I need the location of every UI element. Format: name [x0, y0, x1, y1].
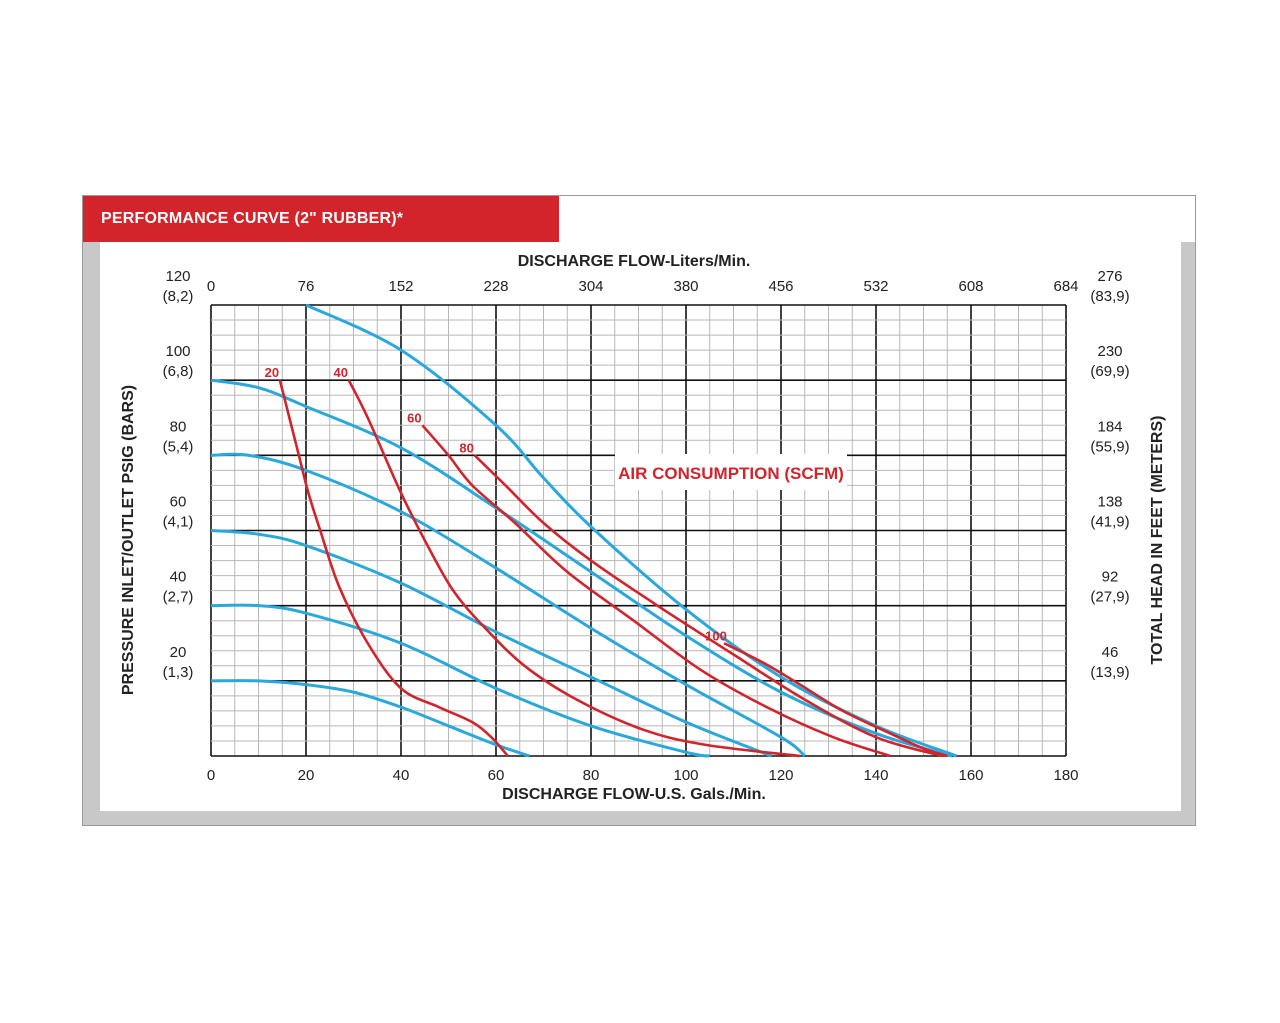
y2-tick-sublabel: (27,9)	[1090, 589, 1129, 606]
y2-tick-label: 138	[1097, 494, 1122, 511]
y2-tick-label: 46	[1102, 644, 1119, 661]
y-tick-sublabel: (8,2)	[163, 288, 194, 305]
tick-labels: 0 20 40 60 80 100 120 140 160 180 0 76 152 228 304 380 4…	[163, 268, 1130, 784]
y-tick-label: 120	[165, 268, 190, 285]
x2-tick-label: 684	[1053, 278, 1078, 295]
y-tick-sublabel: (4,1)	[163, 514, 194, 531]
y-tick-sublabel: (5,4)	[163, 438, 194, 455]
air-curve-40	[347, 379, 801, 758]
y2-tick-sublabel: (83,9)	[1090, 288, 1129, 305]
left-axis-title: PRESSURE INLET/OUTLET PSIG (BARS)	[120, 385, 137, 695]
air-curve-label: 20	[265, 365, 279, 380]
x2-tick-label: 456	[768, 278, 793, 295]
x-tick-label: 140	[863, 767, 888, 784]
air-curve-20	[278, 379, 509, 757]
x-tick-label: 180	[1053, 767, 1078, 784]
chart-title: PERFORMANCE CURVE (2" RUBBER)*	[83, 196, 559, 242]
air-curve-60	[421, 424, 891, 758]
x-tick-label: 40	[393, 767, 410, 784]
y2-tick-sublabel: (41,9)	[1090, 514, 1129, 531]
x-tick-label: 120	[768, 767, 793, 784]
x-tick-label: 60	[488, 767, 505, 784]
y2-tick-sublabel: (13,9)	[1090, 664, 1129, 681]
top-axis-title: DISCHARGE FLOW-Liters/Min.	[518, 253, 751, 270]
x2-tick-label: 304	[578, 278, 603, 295]
y2-tick-sublabel: (55,9)	[1090, 438, 1129, 455]
pressure-curve	[210, 679, 530, 758]
y-tick-label: 60	[170, 494, 187, 511]
y2-tick-label: 92	[1102, 569, 1119, 586]
air-curve-label: 100	[705, 628, 727, 643]
performance-chart: 20 40 60 80 100 0 20 40 60 80 100 120 140 160 180 0 76 1…	[120, 253, 1166, 803]
air-curve-80	[473, 454, 943, 758]
air-curve-label: 40	[334, 365, 348, 380]
x2-tick-label: 532	[863, 278, 888, 295]
y-tick-sublabel: (6,8)	[163, 363, 194, 380]
air-curve-100	[723, 642, 948, 758]
air-curve-label: 60	[407, 410, 421, 425]
x-tick-label: 80	[583, 767, 600, 784]
pressure-curve	[210, 378, 953, 758]
air-curve-label: 80	[459, 440, 473, 455]
x2-tick-label: 76	[298, 278, 315, 295]
bottom-axis-title: DISCHARGE FLOW-U.S. Gals./Min.	[502, 786, 766, 803]
chart-frame: PERFORMANCE CURVE (2" RUBBER)* 20 40 60 80 1…	[82, 195, 1196, 826]
y-tick-label: 40	[170, 569, 187, 586]
chart-panel: 20 40 60 80 100 0 20 40 60 80 100 120 140 160 180 0 76 1…	[100, 242, 1181, 811]
pressure-curve	[210, 452, 806, 758]
y-tick-sublabel: (1,3)	[163, 664, 194, 681]
air-consumption-curves: 20 40 60 80 100	[265, 365, 948, 758]
y2-tick-sublabel: (69,9)	[1090, 363, 1129, 380]
x2-tick-label: 608	[958, 278, 983, 295]
pressure-curve	[210, 603, 710, 758]
air-consumption-annotation: AIR CONSUMPTION (SCFM)	[618, 464, 844, 483]
y2-tick-label: 276	[1097, 268, 1122, 285]
x2-tick-label: 228	[483, 278, 508, 295]
x2-tick-label: 0	[207, 278, 215, 295]
x-tick-label: 160	[958, 767, 983, 784]
y2-tick-label: 184	[1097, 418, 1122, 435]
y-tick-label: 20	[170, 644, 187, 661]
annotation-background	[615, 454, 847, 490]
right-axis-title: TOTAL HEAD IN FEET (METERS)	[1149, 416, 1166, 665]
x-tick-label: 20	[298, 767, 315, 784]
x2-tick-label: 380	[673, 278, 698, 295]
y-tick-label: 100	[165, 343, 190, 360]
x2-tick-label: 152	[388, 278, 413, 295]
pressure-curve	[210, 529, 773, 758]
title-strip: PERFORMANCE CURVE (2" RUBBER)*	[83, 196, 1195, 242]
y2-tick-label: 230	[1097, 343, 1122, 360]
x-tick-label: 0	[207, 767, 215, 784]
x-tick-label: 100	[673, 767, 698, 784]
y-tick-label: 80	[170, 418, 187, 435]
y-tick-sublabel: (2,7)	[163, 589, 194, 606]
